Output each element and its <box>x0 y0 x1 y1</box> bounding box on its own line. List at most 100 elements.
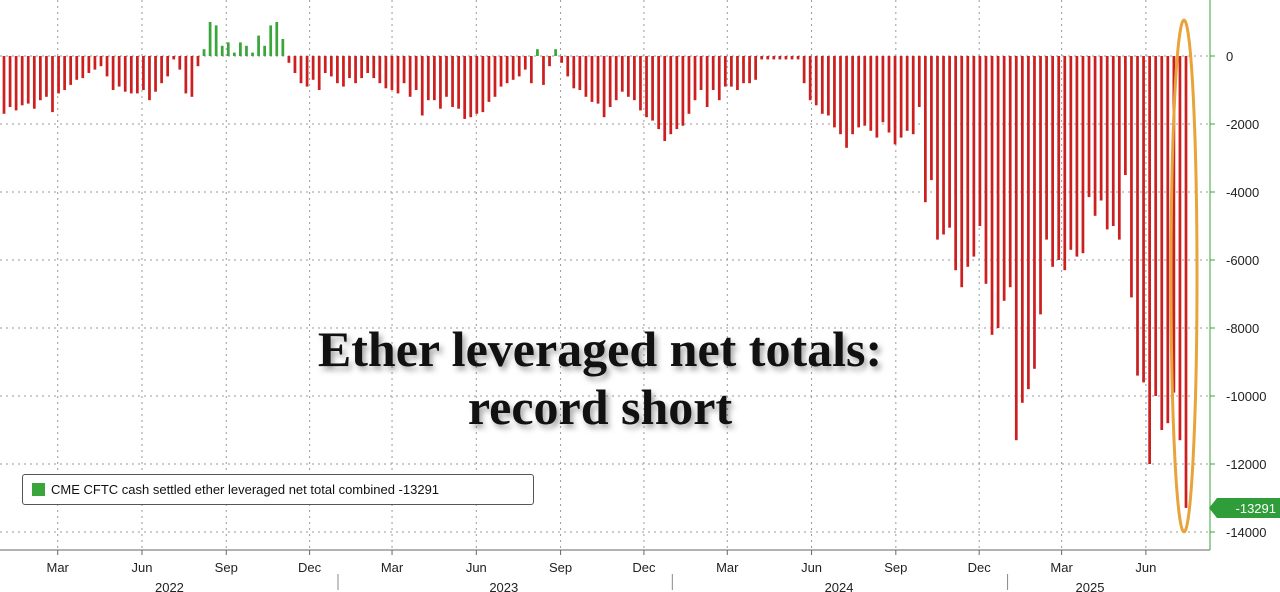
bar <box>590 56 594 102</box>
bar <box>135 56 139 94</box>
bar <box>1184 56 1188 508</box>
bar <box>942 56 945 235</box>
bar <box>893 56 897 145</box>
bar <box>639 56 642 111</box>
bar <box>827 56 830 116</box>
bar <box>481 56 485 113</box>
bar <box>8 56 12 107</box>
bar <box>111 56 115 90</box>
bar <box>693 56 697 101</box>
y-tick-label: -4000 <box>1226 185 1259 200</box>
y-tick-label: 0 <box>1226 49 1233 64</box>
bar <box>851 56 854 135</box>
bar <box>69 56 73 85</box>
bar <box>426 56 430 101</box>
x-tick-label: Dec <box>968 560 992 575</box>
bar <box>1111 56 1115 226</box>
x-tick-label: Jun <box>801 560 822 575</box>
bar <box>93 56 97 70</box>
last-value-tag: -13291 <box>1209 498 1280 518</box>
bar <box>608 56 612 107</box>
legend-swatch <box>32 483 45 496</box>
bar <box>166 56 170 77</box>
bar <box>239 42 242 56</box>
bar <box>463 56 467 119</box>
bar <box>1178 56 1182 441</box>
bar <box>457 56 460 109</box>
bar <box>287 56 291 63</box>
bar <box>820 56 824 114</box>
bar <box>1075 56 1079 257</box>
bar <box>372 56 376 79</box>
bar <box>614 56 618 101</box>
bar <box>657 56 661 130</box>
bar <box>32 56 36 109</box>
bar <box>978 56 982 226</box>
bar <box>63 56 66 90</box>
bar <box>784 56 788 60</box>
bar <box>148 56 151 101</box>
bar <box>548 56 551 67</box>
bar <box>923 56 927 203</box>
bar <box>857 56 861 128</box>
bar <box>814 56 818 106</box>
bar <box>960 56 964 288</box>
bar <box>57 56 60 94</box>
bar <box>887 56 891 133</box>
bar <box>408 56 412 97</box>
bar <box>257 35 260 56</box>
x-tick-label: Sep <box>884 560 907 575</box>
bar <box>1124 56 1127 175</box>
bar <box>1039 56 1042 315</box>
bar <box>742 56 745 84</box>
bar <box>602 56 606 118</box>
bar <box>1117 56 1121 240</box>
y-tick-label: -2000 <box>1226 117 1259 132</box>
year-label: 2022 <box>155 580 184 592</box>
bar <box>748 56 751 84</box>
bar <box>863 56 867 126</box>
bar <box>899 56 903 138</box>
bar <box>329 56 333 77</box>
bar <box>354 56 357 84</box>
bar <box>202 49 206 56</box>
y-tick-label: -10000 <box>1226 389 1266 404</box>
bar <box>681 56 685 126</box>
bar <box>269 25 273 56</box>
y-tick-label: -14000 <box>1226 525 1266 540</box>
bar <box>402 56 406 84</box>
y-tick-label: -6000 <box>1226 253 1259 268</box>
bar <box>651 56 654 121</box>
bar <box>1105 56 1109 230</box>
bar <box>754 56 757 80</box>
bar <box>160 56 163 84</box>
bar <box>1081 56 1085 254</box>
bar <box>445 56 448 97</box>
legend: CME CFTC cash settled ether leveraged ne… <box>22 474 534 505</box>
bar <box>760 56 764 60</box>
bar <box>45 56 48 97</box>
bar <box>196 56 200 67</box>
year-label: 2025 <box>1076 580 1105 592</box>
legend-label: CME CFTC cash settled ether leveraged ne… <box>51 482 440 497</box>
bar <box>305 56 309 87</box>
bar <box>451 56 454 107</box>
bar <box>966 56 970 267</box>
bar <box>245 45 248 56</box>
bar <box>626 56 630 97</box>
bar <box>1027 56 1030 390</box>
bar <box>1154 56 1158 396</box>
bar <box>560 56 564 63</box>
bar <box>1057 56 1061 260</box>
bar <box>378 56 382 84</box>
bar <box>396 56 400 94</box>
y-tick-label: -8000 <box>1226 321 1259 336</box>
bar <box>275 22 279 56</box>
bar <box>905 56 909 131</box>
bar <box>687 56 691 114</box>
bar <box>869 56 873 131</box>
bar <box>493 56 497 97</box>
bar <box>281 39 285 56</box>
